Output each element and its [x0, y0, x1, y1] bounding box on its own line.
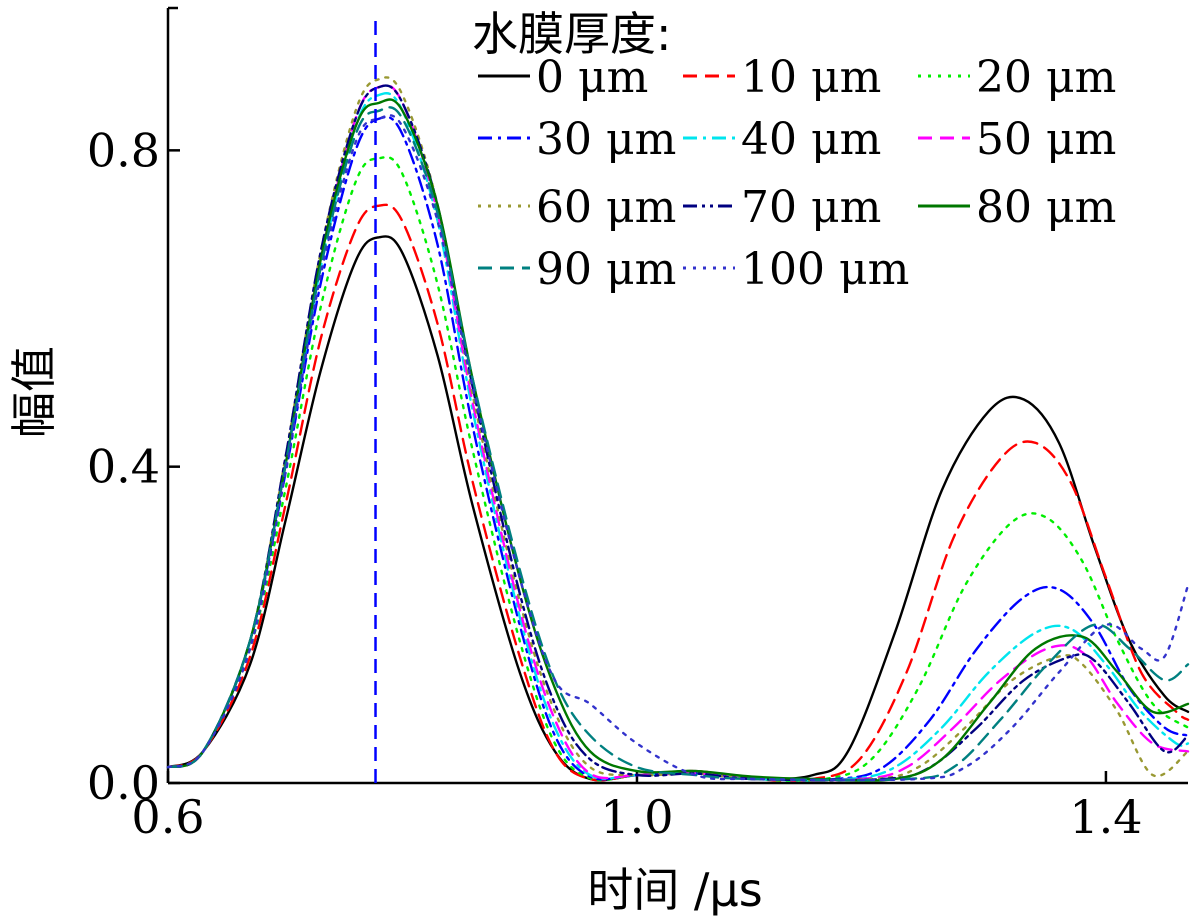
legend-label-4: 40 μm	[741, 114, 881, 165]
y-axis-title: 幅值	[7, 346, 61, 438]
legend-label-3: 30 μm	[536, 114, 676, 165]
series-line-9	[166, 106, 1190, 782]
x-axis-title: 时间 /μs	[587, 863, 762, 917]
legend-label-8: 80 μm	[976, 182, 1116, 233]
legend-label-10: 100 μm	[741, 244, 909, 295]
legend-label-2: 20 μm	[976, 52, 1116, 103]
series-line-6	[166, 76, 1190, 782]
series-layer	[166, 18, 1190, 783]
y-tick-label: 0.4	[87, 440, 160, 494]
y-tick-label: 0.8	[87, 123, 160, 177]
legend-label-1: 10 μm	[741, 52, 881, 103]
x-tick-label: 1.4	[1069, 790, 1142, 844]
legend-title: 水膜厚度:	[472, 7, 672, 61]
legend-label-5: 50 μm	[976, 114, 1116, 165]
x-tick-label: 1.0	[600, 790, 673, 844]
y-tick-label: 0.0	[87, 756, 160, 810]
series-line-2	[166, 155, 1190, 783]
legend-label-0: 0 μm	[536, 52, 648, 103]
legend-label-9: 90 μm	[536, 244, 676, 295]
legend: 水膜厚度:0 μm 10 μm 20 μm 30 μm 40 μm 50 μm 60 μm 7…	[472, 7, 1116, 295]
series-line-1	[166, 203, 1190, 783]
series-line-3	[166, 115, 1190, 782]
series-line-4	[166, 92, 1190, 782]
axes: 0.6 1.0 1.4 0.0 0.4 0.8	[87, 6, 1188, 844]
x-tick-label: 0.6	[131, 790, 204, 844]
legend-label-7: 70 μm	[741, 182, 881, 233]
series-line-0	[166, 235, 1190, 782]
series-line-7	[166, 84, 1190, 782]
legend-label-6: 60 μm	[536, 182, 676, 233]
